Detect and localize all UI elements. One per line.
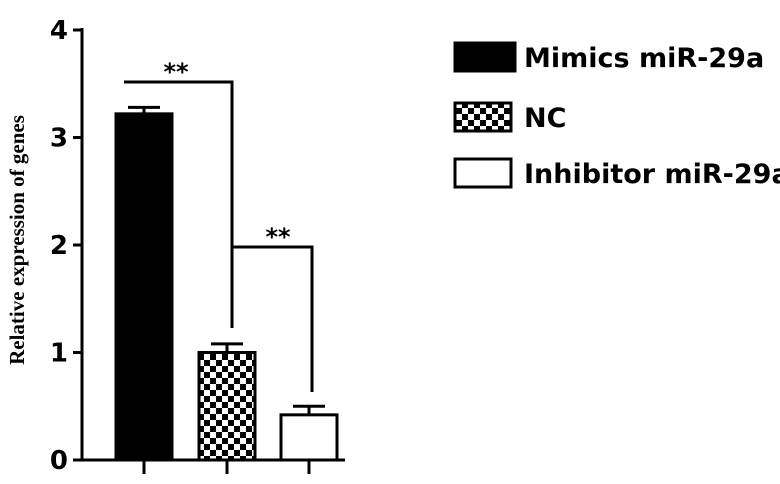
legend-label: Mimics miR-29a [524, 43, 764, 74]
significance-label: ** [265, 223, 291, 251]
y-axis-ticks: 0 1 2 3 4 [50, 16, 82, 476]
significance-brackets: ** ** [124, 58, 314, 392]
y-tick-label: 4 [50, 16, 68, 46]
y-axis-label: Relative expression of genes [5, 115, 29, 365]
bar [197, 351, 257, 462]
y-tick-label: 0 [50, 446, 68, 476]
legend: Mimics miR-29a NC Inhibitor miR-29a [453, 41, 780, 190]
bars [114, 105, 339, 462]
legend-label: NC [524, 103, 566, 134]
y-tick-label: 1 [50, 339, 68, 369]
bar [114, 112, 174, 462]
bar [279, 413, 339, 462]
significance-bracket [232, 245, 314, 392]
axes [73, 28, 345, 474]
y-tick-label: 2 [50, 231, 68, 261]
legend-label: Inhibitor miR-29a [524, 159, 780, 190]
y-tick-label: 3 [50, 124, 68, 154]
significance-label: ** [163, 58, 189, 86]
legend-swatch [453, 101, 513, 133]
legend-swatch [453, 41, 517, 73]
legend-swatch [453, 157, 513, 189]
